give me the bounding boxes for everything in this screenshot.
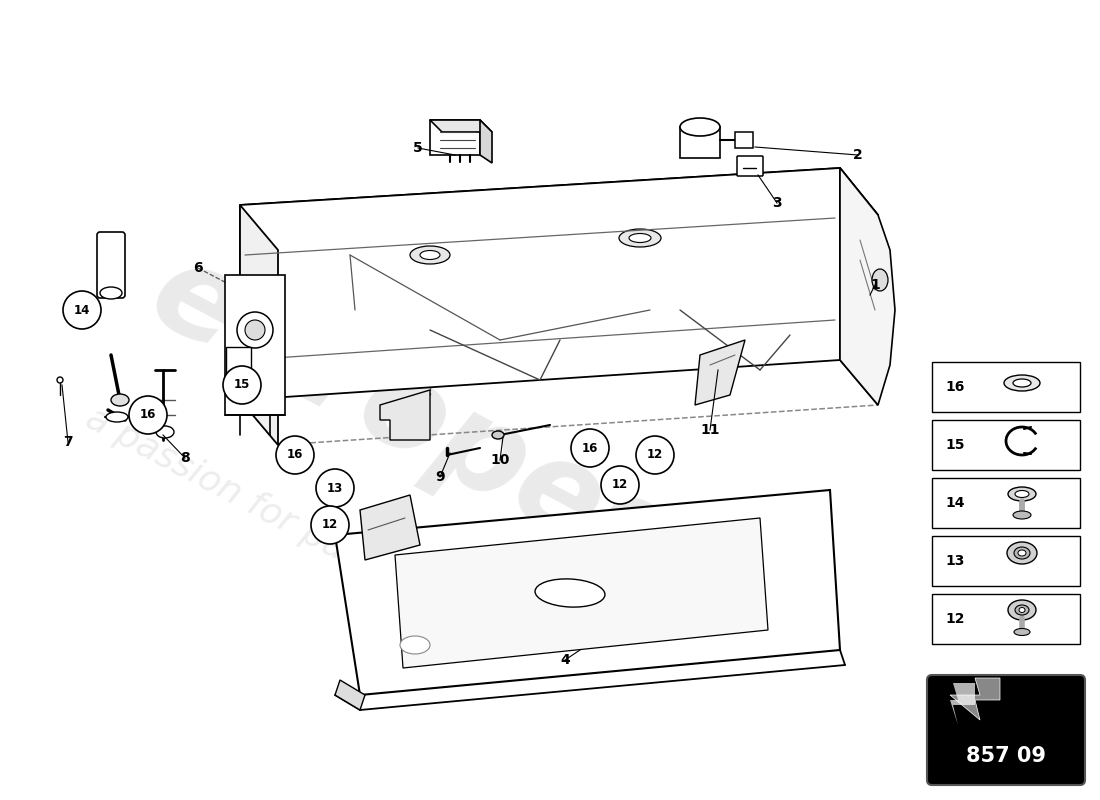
Circle shape [571, 429, 609, 467]
Text: 9: 9 [436, 470, 444, 484]
Text: 16: 16 [582, 442, 598, 454]
Text: europes: europes [130, 232, 690, 606]
Polygon shape [950, 683, 975, 725]
Ellipse shape [492, 431, 504, 439]
Text: 12: 12 [647, 449, 663, 462]
Ellipse shape [1015, 605, 1028, 615]
Text: 1: 1 [870, 278, 880, 292]
Circle shape [316, 469, 354, 507]
FancyBboxPatch shape [97, 232, 125, 298]
Polygon shape [695, 340, 745, 405]
Text: 16: 16 [945, 380, 965, 394]
Ellipse shape [111, 394, 129, 406]
Ellipse shape [410, 246, 450, 264]
Text: 10: 10 [491, 453, 509, 467]
FancyBboxPatch shape [932, 420, 1080, 470]
Ellipse shape [629, 234, 651, 242]
Text: 12: 12 [945, 612, 965, 626]
Ellipse shape [400, 636, 430, 654]
Ellipse shape [1014, 629, 1030, 635]
Polygon shape [430, 120, 492, 132]
Text: 15: 15 [945, 438, 965, 452]
Ellipse shape [1013, 379, 1031, 387]
Circle shape [601, 466, 639, 504]
Text: a passion for parts since 1985: a passion for parts since 1985 [80, 401, 578, 687]
Polygon shape [395, 518, 768, 668]
Ellipse shape [1014, 547, 1030, 559]
Text: 16: 16 [287, 449, 304, 462]
Polygon shape [840, 168, 878, 405]
Polygon shape [480, 120, 492, 163]
Polygon shape [430, 120, 480, 155]
Ellipse shape [1008, 487, 1036, 501]
Polygon shape [360, 495, 420, 560]
FancyBboxPatch shape [735, 132, 754, 148]
Ellipse shape [619, 229, 661, 247]
FancyBboxPatch shape [932, 594, 1080, 644]
Polygon shape [840, 168, 895, 405]
Text: 12: 12 [322, 518, 338, 531]
Polygon shape [240, 168, 878, 250]
Circle shape [223, 366, 261, 404]
Text: 16: 16 [140, 409, 156, 422]
Ellipse shape [1006, 542, 1037, 564]
Polygon shape [336, 490, 840, 695]
Ellipse shape [100, 287, 122, 299]
FancyBboxPatch shape [226, 347, 251, 375]
Circle shape [245, 320, 265, 340]
Ellipse shape [420, 250, 440, 259]
Text: 2: 2 [854, 148, 862, 162]
Text: 6: 6 [194, 261, 202, 275]
Polygon shape [379, 390, 430, 440]
Ellipse shape [872, 269, 888, 291]
Text: 14: 14 [945, 496, 965, 510]
Ellipse shape [1018, 550, 1026, 556]
Ellipse shape [1019, 607, 1025, 613]
FancyBboxPatch shape [927, 675, 1085, 785]
FancyBboxPatch shape [932, 362, 1080, 412]
Circle shape [276, 436, 314, 474]
Polygon shape [226, 275, 285, 415]
FancyBboxPatch shape [737, 156, 763, 176]
Polygon shape [950, 678, 1000, 720]
Ellipse shape [1008, 600, 1036, 620]
FancyBboxPatch shape [932, 536, 1080, 586]
Circle shape [129, 396, 167, 434]
Text: 7: 7 [63, 435, 73, 449]
Text: 15: 15 [234, 378, 250, 391]
Circle shape [311, 506, 349, 544]
Ellipse shape [1015, 490, 1028, 498]
Text: 5: 5 [414, 141, 422, 155]
Circle shape [63, 291, 101, 329]
Text: 857 09: 857 09 [966, 746, 1046, 766]
Ellipse shape [1013, 511, 1031, 519]
Circle shape [236, 312, 273, 348]
Polygon shape [336, 680, 365, 710]
Text: 13: 13 [945, 554, 965, 568]
Ellipse shape [680, 118, 720, 136]
Ellipse shape [1004, 375, 1040, 391]
Polygon shape [240, 205, 278, 445]
Circle shape [636, 436, 674, 474]
Text: 8: 8 [180, 451, 190, 465]
Ellipse shape [156, 426, 174, 438]
Circle shape [57, 377, 63, 383]
Text: 13: 13 [327, 482, 343, 494]
FancyBboxPatch shape [932, 478, 1080, 528]
Text: 3: 3 [772, 196, 782, 210]
Polygon shape [680, 127, 720, 158]
Ellipse shape [106, 412, 128, 422]
Text: 14: 14 [74, 303, 90, 317]
Text: 11: 11 [701, 423, 719, 437]
Text: 12: 12 [612, 478, 628, 491]
Polygon shape [240, 168, 840, 400]
Ellipse shape [535, 579, 605, 607]
Text: 4: 4 [560, 653, 570, 667]
